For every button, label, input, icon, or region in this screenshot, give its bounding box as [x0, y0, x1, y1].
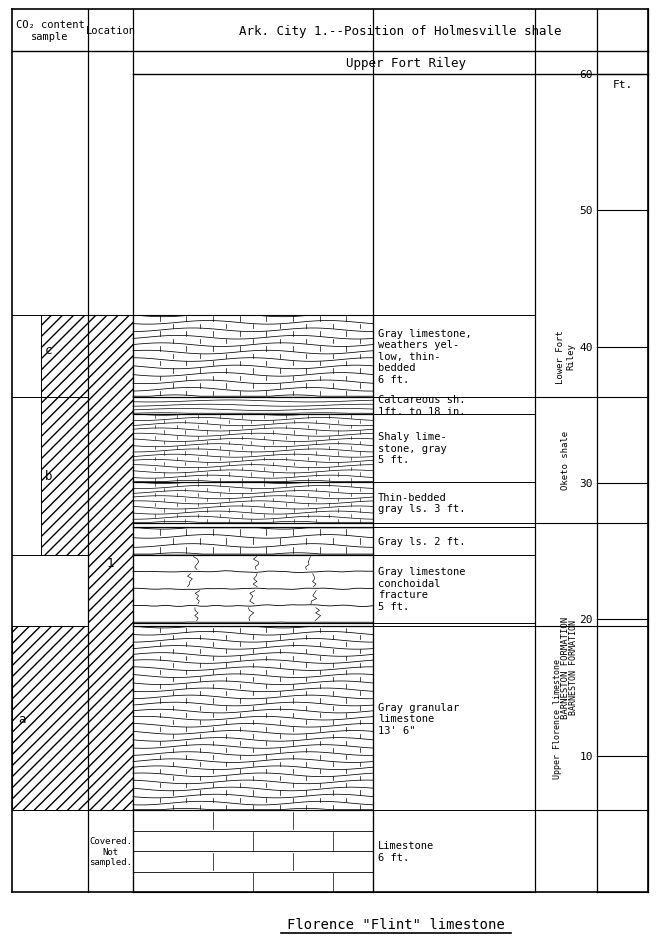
Text: Covered.
Not
sampled.: Covered. Not sampled.	[89, 836, 132, 866]
Bar	[41, 315, 88, 397]
Text: Calcareous sh.
1ft. to 18 in.: Calcareous sh. 1ft. to 18 in.	[378, 395, 465, 417]
Text: Gray limestone
conchoidal
fracture
5 ft.: Gray limestone conchoidal fracture 5 ft.	[378, 566, 465, 611]
Bar	[88, 315, 133, 810]
Bar	[133, 524, 373, 527]
Text: a: a	[18, 712, 26, 724]
Text: BARNESTON FORMATION: BARNESTON FORMATION	[570, 620, 579, 714]
Text: 20: 20	[579, 615, 593, 625]
Text: 1: 1	[107, 557, 114, 569]
Text: Thin-bedded
gray ls. 3 ft.: Thin-bedded gray ls. 3 ft.	[378, 492, 465, 514]
Bar	[133, 527, 373, 555]
Text: 30: 30	[579, 479, 593, 488]
Text: Gray limestone,
weathers yel-
low, thin-
bedded
6 ft.: Gray limestone, weathers yel- low, thin-…	[378, 328, 472, 385]
Text: CO₂ content
sample: CO₂ content sample	[16, 20, 84, 42]
Text: 10: 10	[579, 751, 593, 761]
Bar	[12, 626, 88, 810]
Text: Location: Location	[86, 26, 135, 36]
Bar	[133, 527, 373, 555]
Bar	[133, 315, 373, 397]
Text: Upper Fort Riley: Upper Fort Riley	[345, 57, 465, 69]
Text: Ark. City 1.--Position of Holmesville shale: Ark. City 1.--Position of Holmesville sh…	[239, 25, 562, 37]
Bar	[133, 315, 373, 397]
Bar	[133, 483, 373, 524]
Bar	[133, 810, 373, 892]
Text: 50: 50	[579, 207, 593, 216]
Text: c: c	[45, 344, 52, 357]
Bar	[41, 397, 88, 555]
Bar	[133, 626, 373, 810]
Bar	[133, 810, 373, 892]
Bar	[133, 524, 373, 527]
Text: 60: 60	[579, 69, 593, 80]
Text: Lower Fort
Riley: Lower Fort Riley	[556, 329, 576, 384]
Bar	[133, 414, 373, 483]
Bar	[133, 414, 373, 483]
Bar	[133, 626, 373, 810]
Text: Limestone
6 ft.: Limestone 6 ft.	[378, 841, 434, 862]
Bar	[133, 555, 373, 624]
Bar	[133, 483, 373, 524]
Text: Upper Florence limestone: Upper Florence limestone	[554, 659, 562, 779]
Text: b: b	[45, 469, 52, 483]
Text: Shaly lime-
stone, gray
5 ft.: Shaly lime- stone, gray 5 ft.	[378, 432, 447, 465]
Bar	[133, 624, 373, 626]
Bar	[133, 624, 373, 626]
Bar	[133, 397, 373, 414]
Bar	[133, 397, 373, 414]
Text: Gray granular
limestone
13' 6": Gray granular limestone 13' 6"	[378, 702, 459, 735]
Text: Florence "Flint" limestone: Florence "Flint" limestone	[286, 917, 504, 931]
Text: Gray ls. 2 ft.: Gray ls. 2 ft.	[378, 536, 465, 546]
Text: BARNESTON FORMATION: BARNESTON FORMATION	[562, 616, 570, 718]
Bar	[133, 555, 373, 624]
Text: 40: 40	[579, 343, 593, 352]
Text: Oketo shale: Oketo shale	[562, 430, 570, 489]
Text: Ft.: Ft.	[612, 80, 633, 89]
